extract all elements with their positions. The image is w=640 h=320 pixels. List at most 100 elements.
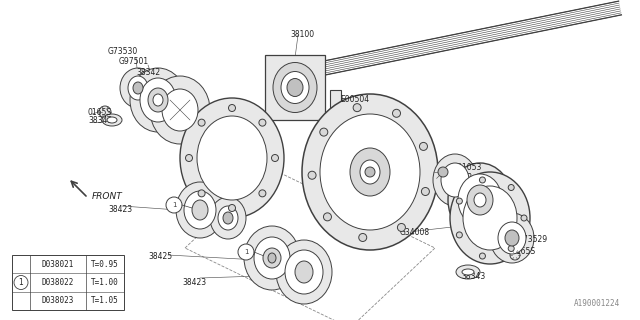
Ellipse shape [365,167,375,177]
Text: 38423: 38423 [182,278,206,287]
Text: G34008: G34008 [400,228,430,237]
Ellipse shape [268,253,276,263]
Text: D038023: D038023 [42,296,74,305]
Text: 38342: 38342 [448,173,472,182]
Ellipse shape [397,223,405,231]
Ellipse shape [450,172,530,264]
Ellipse shape [276,240,332,304]
Text: 1: 1 [244,249,248,255]
Bar [265,55,325,120]
Ellipse shape [140,78,176,122]
Text: 38421: 38421 [356,158,380,167]
Ellipse shape [197,116,267,200]
Ellipse shape [521,215,527,221]
Text: 38342: 38342 [136,68,160,77]
Ellipse shape [198,190,205,197]
Ellipse shape [490,213,534,263]
Ellipse shape [238,244,254,260]
Ellipse shape [295,261,313,283]
Ellipse shape [184,191,216,229]
Ellipse shape [419,142,428,150]
Text: 38343: 38343 [461,272,485,281]
Ellipse shape [508,245,514,252]
Ellipse shape [153,94,163,106]
Ellipse shape [456,265,480,279]
Text: 0165S: 0165S [512,247,536,256]
Text: 1: 1 [19,278,24,287]
Ellipse shape [99,106,111,118]
Ellipse shape [162,89,198,131]
Ellipse shape [133,82,143,94]
Text: A190001224: A190001224 [573,299,620,308]
Ellipse shape [479,253,485,259]
Text: G73530: G73530 [108,47,138,56]
Ellipse shape [498,222,526,254]
Ellipse shape [308,171,316,179]
Ellipse shape [180,98,284,218]
Ellipse shape [462,269,474,275]
Ellipse shape [228,105,236,111]
Ellipse shape [441,163,469,197]
Text: 38100: 38100 [290,30,314,39]
Text: 0165S: 0165S [88,108,112,117]
Ellipse shape [176,182,224,238]
Ellipse shape [192,200,208,220]
Text: 38425: 38425 [208,172,232,181]
Ellipse shape [438,167,448,177]
Ellipse shape [433,154,477,206]
Ellipse shape [456,198,462,204]
Text: 38343: 38343 [88,116,112,125]
Ellipse shape [271,155,278,162]
Ellipse shape [186,155,193,162]
Ellipse shape [302,94,438,250]
Ellipse shape [505,230,519,246]
Text: G97501: G97501 [119,57,149,66]
Ellipse shape [463,186,517,250]
Ellipse shape [359,234,367,242]
Ellipse shape [259,190,266,197]
Ellipse shape [421,188,429,196]
Ellipse shape [508,185,514,190]
Ellipse shape [467,185,493,215]
Ellipse shape [223,212,233,224]
Ellipse shape [259,119,266,126]
Text: A21053: A21053 [453,163,483,172]
Ellipse shape [273,62,317,113]
Text: 38423: 38423 [108,205,132,214]
Ellipse shape [107,117,117,123]
Ellipse shape [150,76,210,144]
Text: D038022: D038022 [42,278,74,287]
Ellipse shape [479,177,485,183]
Bar [12,255,124,310]
Text: G34008: G34008 [198,163,228,172]
Text: T=1.00: T=1.00 [91,278,119,287]
Text: D038021: D038021 [42,260,74,269]
Ellipse shape [228,204,236,212]
Ellipse shape [320,128,328,136]
Ellipse shape [510,250,520,260]
Ellipse shape [287,78,303,97]
Ellipse shape [218,206,238,230]
Ellipse shape [323,213,332,221]
Ellipse shape [102,114,122,126]
Text: T=1.05: T=1.05 [91,296,119,305]
Text: 1: 1 [172,202,176,208]
Ellipse shape [128,76,148,100]
Ellipse shape [148,88,168,112]
Ellipse shape [130,68,186,132]
Ellipse shape [285,250,323,294]
Ellipse shape [320,114,420,230]
Text: G73529: G73529 [518,235,548,244]
Ellipse shape [350,148,390,196]
Ellipse shape [120,68,156,108]
Ellipse shape [254,237,290,279]
Ellipse shape [448,163,512,237]
Ellipse shape [392,109,401,117]
Ellipse shape [281,71,309,103]
Ellipse shape [198,119,205,126]
Ellipse shape [210,197,246,239]
Ellipse shape [456,232,462,238]
Text: G97501: G97501 [472,193,502,202]
Text: E00504: E00504 [340,95,369,104]
Ellipse shape [329,156,341,168]
